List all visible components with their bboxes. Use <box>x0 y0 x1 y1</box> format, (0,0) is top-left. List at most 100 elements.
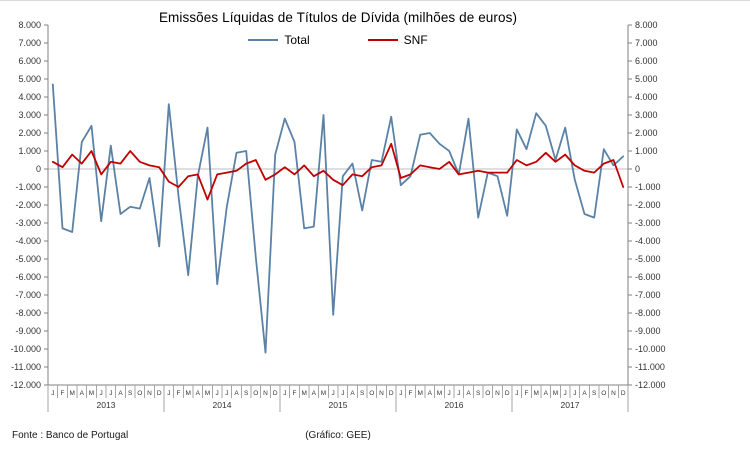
svg-text:M: M <box>437 390 442 397</box>
svg-text:M: M <box>89 390 94 397</box>
svg-text:5.000: 5.000 <box>635 74 658 84</box>
svg-text:D: D <box>273 390 278 397</box>
svg-text:2014: 2014 <box>213 400 232 410</box>
svg-text:2.000: 2.000 <box>635 128 658 138</box>
svg-text:J: J <box>515 390 518 397</box>
svg-text:S: S <box>244 390 249 397</box>
svg-text:-10.000: -10.000 <box>10 344 41 354</box>
svg-text:M: M <box>185 390 190 397</box>
legend-item-snf: SNF <box>367 33 428 47</box>
svg-text:-6.000: -6.000 <box>635 272 661 282</box>
svg-text:A: A <box>234 390 239 397</box>
svg-text:S: S <box>128 390 133 397</box>
svg-text:A: A <box>544 390 549 397</box>
svg-text:O: O <box>253 390 258 397</box>
svg-text:J: J <box>332 390 335 397</box>
svg-text:1.000: 1.000 <box>18 146 41 156</box>
svg-text:N: N <box>495 390 500 397</box>
svg-text:0: 0 <box>36 164 41 174</box>
svg-text:M: M <box>301 390 306 397</box>
axes <box>47 25 629 386</box>
svg-text:F: F <box>409 390 413 397</box>
svg-text:-8.000: -8.000 <box>15 308 41 318</box>
svg-text:F: F <box>61 390 65 397</box>
svg-text:N: N <box>611 390 616 397</box>
svg-text:8.000: 8.000 <box>18 20 41 30</box>
snf-line-swatch <box>367 39 398 41</box>
svg-text:N: N <box>263 390 268 397</box>
svg-text:D: D <box>621 390 626 397</box>
svg-text:J: J <box>341 390 344 397</box>
svg-text:-3.000: -3.000 <box>635 218 661 228</box>
svg-text:-3.000: -3.000 <box>15 218 41 228</box>
y-axis-labels: 8.000 8.000 7.000 7.000 6.000 6.000 5.000 5.000… <box>10 20 665 390</box>
svg-text:M: M <box>321 390 326 397</box>
svg-text:-12.000: -12.000 <box>635 380 666 390</box>
svg-text:M: M <box>69 390 74 397</box>
total-line-swatch <box>248 39 279 41</box>
svg-text:8.000: 8.000 <box>635 20 658 30</box>
svg-text:A: A <box>312 390 317 397</box>
svg-text:-5.000: -5.000 <box>635 254 661 264</box>
svg-text:-8.000: -8.000 <box>635 308 661 318</box>
svg-text:A: A <box>582 390 587 397</box>
svg-text:A: A <box>428 390 433 397</box>
svg-text:-2.000: -2.000 <box>15 200 41 210</box>
svg-text:2013: 2013 <box>97 400 116 410</box>
svg-text:-11.000: -11.000 <box>635 362 665 372</box>
svg-text:D: D <box>389 390 394 397</box>
svg-text:-9.000: -9.000 <box>635 326 661 336</box>
svg-text:2.000: 2.000 <box>18 128 41 138</box>
svg-text:-2.000: -2.000 <box>635 200 661 210</box>
svg-text:J: J <box>167 390 170 397</box>
svg-text:6.000: 6.000 <box>18 56 41 66</box>
svg-text:2016: 2016 <box>445 400 464 410</box>
legend-label-snf: SNF <box>403 33 428 47</box>
svg-text:M: M <box>417 390 422 397</box>
svg-text:J: J <box>457 390 460 397</box>
svg-text:M: M <box>205 390 210 397</box>
svg-text:M: M <box>533 390 538 397</box>
svg-text:A: A <box>196 390 201 397</box>
svg-text:A: A <box>118 390 123 397</box>
svg-text:A: A <box>466 390 471 397</box>
svg-text:-9.000: -9.000 <box>15 326 41 336</box>
series-total-line <box>51 83 625 354</box>
svg-text:O: O <box>485 390 490 397</box>
svg-text:3.000: 3.000 <box>18 110 41 120</box>
svg-text:2017: 2017 <box>561 400 580 410</box>
svg-text:J: J <box>448 390 451 397</box>
svg-text:2015: 2015 <box>329 400 348 410</box>
svg-text:D: D <box>157 390 162 397</box>
svg-text:-7.000: -7.000 <box>15 290 41 300</box>
svg-text:J: J <box>109 390 112 397</box>
series-snf-line <box>51 142 625 201</box>
svg-text:A: A <box>80 390 85 397</box>
svg-text:O: O <box>137 390 142 397</box>
svg-text:J: J <box>573 390 576 397</box>
legend-item-total: Total <box>248 33 310 47</box>
svg-text:F: F <box>177 390 181 397</box>
legend-label-total: Total <box>284 33 310 47</box>
footer-credit: (Gráfico: GEE) <box>305 430 371 441</box>
svg-text:-7.000: -7.000 <box>635 290 661 300</box>
svg-text:J: J <box>100 390 103 397</box>
svg-text:S: S <box>476 390 481 397</box>
svg-text:-12.000: -12.000 <box>10 380 41 390</box>
svg-text:-4.000: -4.000 <box>15 236 41 246</box>
svg-text:1.000: 1.000 <box>635 146 658 156</box>
svg-text:-1.000: -1.000 <box>635 182 661 192</box>
svg-text:7.000: 7.000 <box>635 38 658 48</box>
svg-text:N: N <box>147 390 152 397</box>
svg-text:J: J <box>564 390 567 397</box>
svg-text:F: F <box>293 390 297 397</box>
svg-text:N: N <box>379 390 384 397</box>
svg-text:J: J <box>51 390 54 397</box>
svg-text:S: S <box>592 390 597 397</box>
svg-text:M: M <box>553 390 558 397</box>
svg-text:5.000: 5.000 <box>18 74 41 84</box>
svg-text:D: D <box>505 390 510 397</box>
svg-text:J: J <box>216 390 219 397</box>
